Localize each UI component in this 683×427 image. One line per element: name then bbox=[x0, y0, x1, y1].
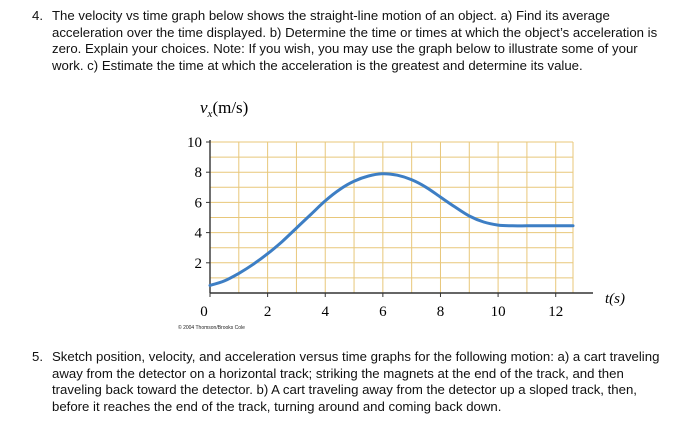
x-tick-label: 8 bbox=[437, 304, 445, 320]
x-tick-label: 2 bbox=[264, 304, 272, 320]
x-axis-label: t(s) bbox=[605, 291, 625, 307]
x-tick-label: 4 bbox=[321, 304, 329, 320]
y-tick-label: 8 bbox=[195, 165, 203, 181]
problem-4-number: 4. bbox=[32, 8, 43, 23]
velocity-curve bbox=[208, 172, 575, 287]
y-tick-label: 6 bbox=[195, 195, 203, 211]
x-tick-label: 10 bbox=[491, 304, 506, 320]
x-tick-label: 6 bbox=[379, 304, 387, 320]
chart-grid bbox=[210, 141, 574, 293]
y-tick-label: 10 bbox=[187, 135, 202, 151]
copyright-notice: © 2004 Thomson/Brooks Cole bbox=[178, 325, 245, 331]
problem-5-text: Sketch position, velocity, and accelerat… bbox=[52, 349, 660, 414]
velocity-time-chart: 0 2 4 6 8 10 12 2 4 6 8 10 vx(m/s) t(s) bbox=[187, 98, 625, 320]
x-tick-label: 0 bbox=[200, 304, 208, 320]
problem-5-number: 5. bbox=[32, 349, 43, 364]
x-tick-label: 12 bbox=[548, 304, 563, 320]
chart-axes bbox=[206, 140, 593, 297]
y-tick-label: 4 bbox=[195, 226, 203, 242]
y-axis-label: vx(m/s) bbox=[200, 98, 248, 120]
problem-4: 4. The velocity vs time graph below show… bbox=[32, 8, 672, 74]
problem-4-text: The velocity vs time graph below shows t… bbox=[52, 8, 658, 73]
y-tick-label: 2 bbox=[195, 256, 203, 272]
problem-5: 5. Sketch position, velocity, and accele… bbox=[32, 349, 676, 415]
chart-tick-labels: 0 2 4 6 8 10 12 2 4 6 8 10 bbox=[187, 135, 563, 320]
